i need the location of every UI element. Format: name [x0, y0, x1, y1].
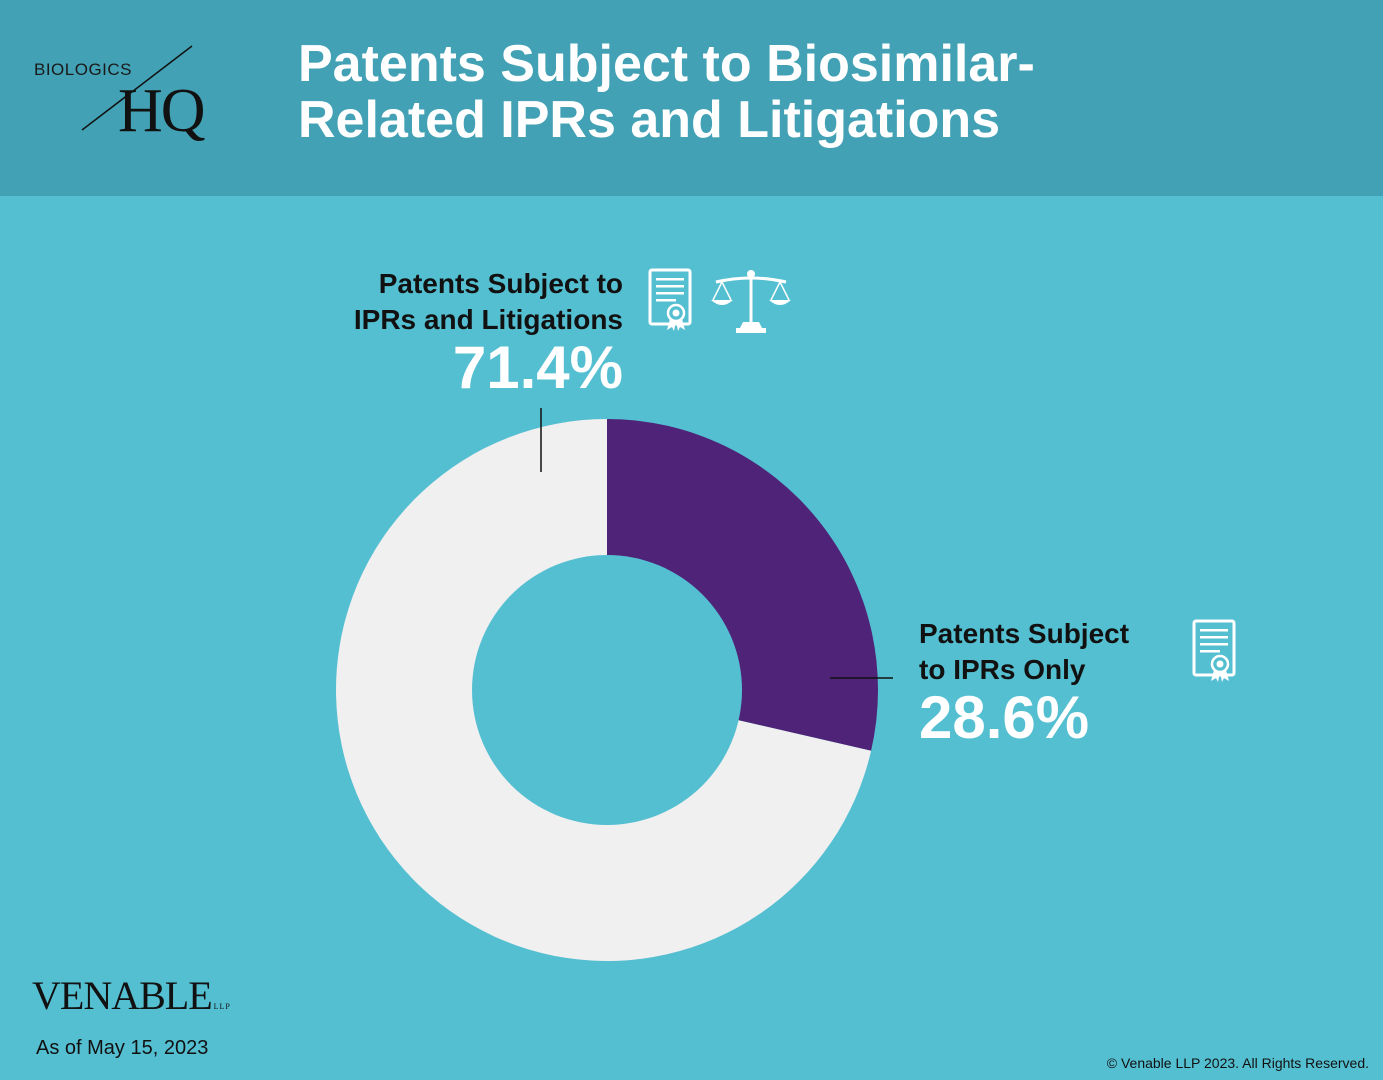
logo-slash: [81, 45, 193, 131]
label-name-line2: to IPRs Only: [919, 654, 1086, 685]
label-name-line1: Patents Subject to: [378, 268, 623, 299]
logo-biologics-text: BIOLOGICS: [34, 60, 133, 79]
label-name-line1: Patents Subject: [919, 618, 1130, 649]
page-title: Patents Subject to Biosimilar- Related I…: [298, 36, 1298, 148]
label-value: 28.6%: [919, 684, 1090, 751]
venable-logo-suffix: LLP: [213, 1002, 231, 1011]
page-title-line1: Patents Subject to Biosimilar-: [298, 35, 1035, 93]
donut-hole: [472, 555, 742, 825]
data-label-iprs-and-litigations: Patents Subject to IPRs and Litigations …: [290, 266, 623, 398]
certificate-icon: [648, 268, 692, 331]
certificate-icon: [1192, 619, 1236, 682]
venable-logo-text: VENABLE: [32, 973, 213, 1018]
scales-of-justice-icon: [711, 270, 791, 333]
logo-hq-text: HQ: [118, 77, 206, 145]
venable-logo: VENABLE LLP: [32, 976, 231, 1016]
header-banner: BIOLOGICS HQ Patents Subject to Biosimil…: [0, 0, 1383, 196]
label-name-line2: IPRs and Litigations: [353, 304, 623, 335]
as-of-date: As of May 15, 2023: [36, 1037, 209, 1059]
copyright-notice: © Venable LLP 2023. All Rights Reserved.: [1106, 1055, 1369, 1071]
label-value: 71.4%: [452, 334, 623, 401]
data-label-iprs-only: Patents Subject to IPRs Only 28.6%: [919, 616, 1179, 748]
page-title-line2: Related IPRs and Litigations: [298, 91, 1001, 149]
